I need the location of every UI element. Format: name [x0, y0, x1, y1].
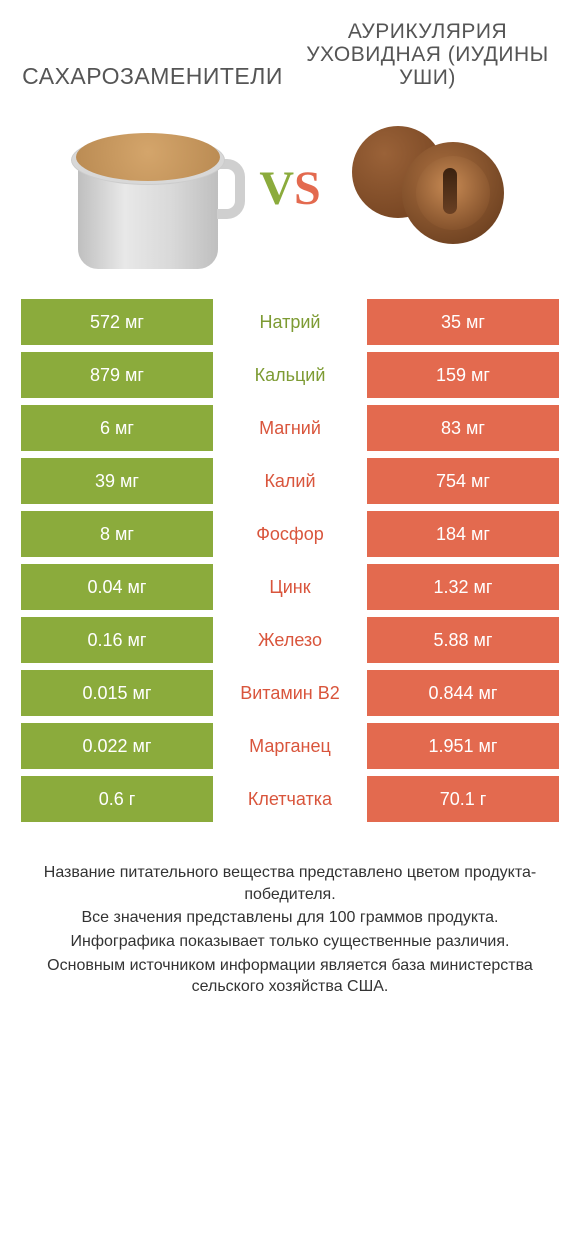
nutrient-name: Натрий: [213, 312, 367, 333]
nutrient-name: Марганец: [213, 736, 367, 757]
vs-s: S: [294, 165, 321, 213]
right-value: 1.951 мг: [367, 723, 559, 769]
nutrient-name: Калий: [213, 471, 367, 492]
left-value: 0.04 мг: [21, 564, 213, 610]
table-row: 879 мгКальций159 мг: [21, 352, 559, 398]
table-row: 6 мгМагний83 мг: [21, 405, 559, 451]
titles-row: САХАРОЗАМЕНИТЕЛИ АУРИКУЛЯРИЯ УХОВИДНАЯ (…: [15, 20, 565, 89]
right-value: 5.88 мг: [367, 617, 559, 663]
nutrient-name: Витамин B2: [213, 683, 367, 704]
left-value: 572 мг: [21, 299, 213, 345]
right-value: 1.32 мг: [367, 564, 559, 610]
footer-notes: Название питательного вещества представл…: [37, 862, 543, 998]
vs-v: V: [259, 165, 294, 213]
right-value: 754 мг: [367, 458, 559, 504]
table-row: 0.16 мгЖелезо5.88 мг: [21, 617, 559, 663]
nutrient-name: Клетчатка: [213, 789, 367, 810]
right-value: 184 мг: [367, 511, 559, 557]
left-value: 39 мг: [21, 458, 213, 504]
table-row: 0.015 мгВитамин B20.844 мг: [21, 670, 559, 716]
images-row: VS: [15, 104, 565, 274]
right-value: 83 мг: [367, 405, 559, 451]
nutrient-name: Кальций: [213, 365, 367, 386]
table-row: 0.04 мгЦинк1.32 мг: [21, 564, 559, 610]
left-value: 0.015 мг: [21, 670, 213, 716]
footer-line: Основным источником информации является …: [37, 955, 543, 998]
product-left-image: [51, 104, 251, 274]
left-value: 879 мг: [21, 352, 213, 398]
product-left-title: САХАРОЗАМЕНИТЕЛИ: [15, 64, 290, 89]
table-row: 0.022 мгМарганец1.951 мг: [21, 723, 559, 769]
nutrient-name: Цинк: [213, 577, 367, 598]
left-value: 0.022 мг: [21, 723, 213, 769]
vs-label: VS: [259, 165, 320, 213]
footer-line: Все значения представлены для 100 граммо…: [37, 907, 543, 929]
right-value: 70.1 г: [367, 776, 559, 822]
table-row: 0.6 гКлетчатка70.1 г: [21, 776, 559, 822]
nutrient-name: Фосфор: [213, 524, 367, 545]
comparison-table: 572 мгНатрий35 мг 879 мгКальций159 мг 6 мг…: [21, 299, 559, 822]
table-row: 39 мгКалий754 мг: [21, 458, 559, 504]
right-value: 159 мг: [367, 352, 559, 398]
left-value: 0.6 г: [21, 776, 213, 822]
footer-line: Название питательного вещества представл…: [37, 862, 543, 905]
right-value: 0.844 мг: [367, 670, 559, 716]
product-right-image: [329, 104, 529, 274]
product-right-title: АУРИКУЛЯРИЯ УХОВИДНАЯ (ИУДИНЫ УШИ): [290, 20, 565, 89]
left-value: 8 мг: [21, 511, 213, 557]
footer-line: Инфографика показывает только существенн…: [37, 931, 543, 953]
right-value: 35 мг: [367, 299, 559, 345]
nutrient-name: Магний: [213, 418, 367, 439]
left-value: 0.16 мг: [21, 617, 213, 663]
table-row: 8 мгФосфор184 мг: [21, 511, 559, 557]
left-value: 6 мг: [21, 405, 213, 451]
nutrient-name: Железо: [213, 630, 367, 651]
table-row: 572 мгНатрий35 мг: [21, 299, 559, 345]
